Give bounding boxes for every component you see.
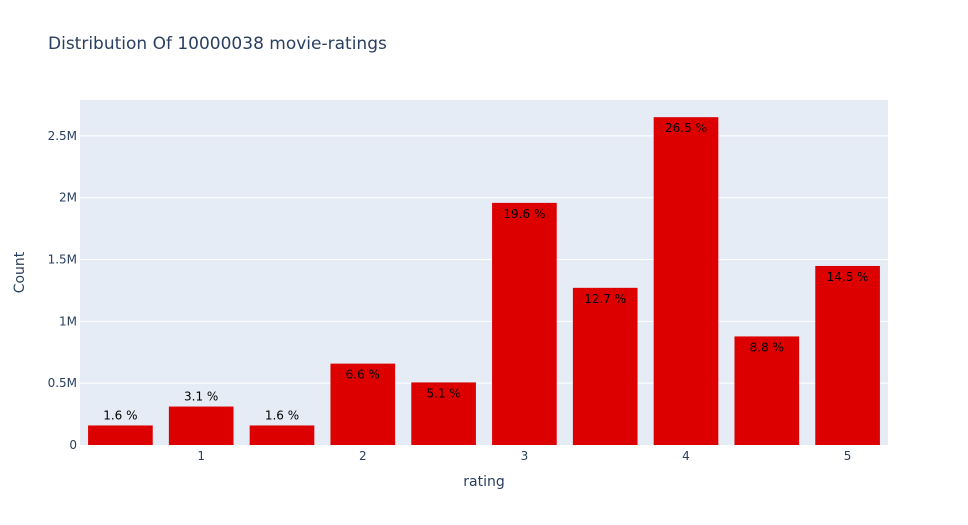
- data-label: 8.8 %: [750, 340, 784, 354]
- bar: [249, 425, 315, 445]
- x-tick-label: 1: [197, 449, 205, 463]
- y-tick-label: 2M: [59, 191, 77, 205]
- y-tick-label: 2.5M: [48, 129, 77, 143]
- bar: [815, 265, 880, 445]
- chart-title: Distribution Of 10000038 movie-ratings: [48, 34, 387, 54]
- bar: [734, 336, 800, 445]
- y-axis-title: Count: [12, 251, 28, 293]
- x-axis-title: rating: [463, 474, 504, 490]
- bar: [411, 382, 476, 445]
- data-label: 14.5 %: [827, 270, 869, 284]
- x-tick-label: 3: [521, 449, 529, 463]
- bar: [330, 363, 396, 445]
- data-label: 3.1 %: [184, 390, 218, 404]
- bar: [168, 406, 234, 445]
- data-label: 12.7 %: [584, 292, 626, 306]
- bar: [653, 117, 719, 445]
- y-tick-label: 0.5M: [48, 376, 77, 390]
- x-tick-label: 5: [844, 449, 852, 463]
- y-tick-label: 1.5M: [48, 253, 77, 267]
- y-tick-label: 1M: [59, 314, 77, 328]
- data-label: 6.6 %: [346, 368, 380, 382]
- x-tick-label: 2: [359, 449, 367, 463]
- data-label: 5.1 %: [426, 386, 460, 400]
- data-label: 1.6 %: [265, 408, 299, 422]
- data-label: 26.5 %: [665, 121, 707, 135]
- bar: [88, 425, 153, 445]
- y-tick-label: 0: [69, 438, 77, 452]
- data-label: 1.6 %: [103, 408, 137, 422]
- bar: [492, 202, 557, 445]
- data-label: 19.6 %: [503, 207, 545, 221]
- bar: [572, 287, 638, 445]
- x-tick-label: 4: [682, 449, 690, 463]
